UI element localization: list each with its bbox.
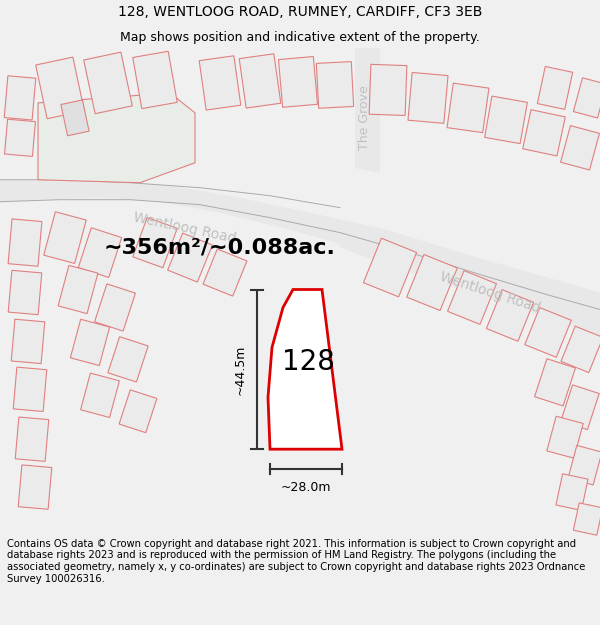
Text: ~356m²/~0.088ac.: ~356m²/~0.088ac. [104, 238, 336, 258]
Polygon shape [556, 474, 588, 511]
Text: ~44.5m: ~44.5m [234, 344, 247, 394]
Polygon shape [4, 76, 36, 120]
Text: Wentloog Road: Wentloog Road [132, 210, 238, 246]
Polygon shape [61, 100, 89, 136]
Polygon shape [58, 266, 98, 314]
Polygon shape [408, 72, 448, 123]
Polygon shape [8, 219, 42, 266]
Polygon shape [487, 289, 533, 341]
Polygon shape [203, 249, 247, 296]
Polygon shape [560, 126, 599, 170]
Polygon shape [35, 57, 85, 119]
Polygon shape [568, 446, 600, 485]
Polygon shape [133, 51, 177, 109]
Polygon shape [340, 222, 600, 338]
Polygon shape [44, 212, 86, 263]
Polygon shape [268, 289, 342, 449]
Polygon shape [13, 367, 47, 411]
Polygon shape [80, 373, 119, 418]
Text: Contains OS data © Crown copyright and database right 2021. This information is : Contains OS data © Crown copyright and d… [7, 539, 586, 584]
Polygon shape [364, 238, 416, 297]
Polygon shape [167, 233, 212, 282]
Polygon shape [447, 83, 489, 132]
Polygon shape [278, 56, 317, 108]
Polygon shape [561, 385, 599, 429]
Text: Wentloog Road: Wentloog Road [438, 269, 542, 316]
Polygon shape [407, 254, 457, 311]
Polygon shape [108, 337, 148, 382]
Text: Map shows position and indicative extent of the property.: Map shows position and indicative extent… [120, 31, 480, 44]
Polygon shape [525, 308, 571, 358]
Polygon shape [485, 96, 527, 144]
Text: 128, WENTLOOG ROAD, RUMNEY, CARDIFF, CF3 3EB: 128, WENTLOOG ROAD, RUMNEY, CARDIFF, CF3… [118, 5, 482, 19]
Polygon shape [316, 62, 353, 108]
Text: ~28.0m: ~28.0m [281, 481, 331, 494]
Polygon shape [239, 54, 281, 108]
Polygon shape [8, 271, 42, 314]
Polygon shape [5, 119, 35, 156]
Polygon shape [535, 359, 575, 406]
Polygon shape [38, 93, 195, 182]
Polygon shape [574, 78, 600, 118]
Polygon shape [523, 109, 565, 156]
Polygon shape [369, 64, 407, 116]
Text: The Grove: The Grove [359, 86, 371, 150]
Polygon shape [83, 52, 133, 114]
Polygon shape [78, 228, 122, 278]
Polygon shape [547, 416, 583, 458]
Polygon shape [574, 503, 600, 535]
Polygon shape [448, 271, 496, 324]
Polygon shape [95, 284, 136, 331]
Polygon shape [11, 319, 45, 364]
Polygon shape [199, 56, 241, 110]
Polygon shape [70, 319, 110, 366]
Polygon shape [18, 465, 52, 509]
Polygon shape [538, 66, 572, 109]
Polygon shape [133, 217, 177, 268]
Polygon shape [119, 390, 157, 432]
Polygon shape [0, 180, 600, 328]
Polygon shape [561, 326, 600, 372]
Text: 128: 128 [281, 348, 334, 376]
Polygon shape [355, 48, 380, 172]
Polygon shape [15, 417, 49, 461]
